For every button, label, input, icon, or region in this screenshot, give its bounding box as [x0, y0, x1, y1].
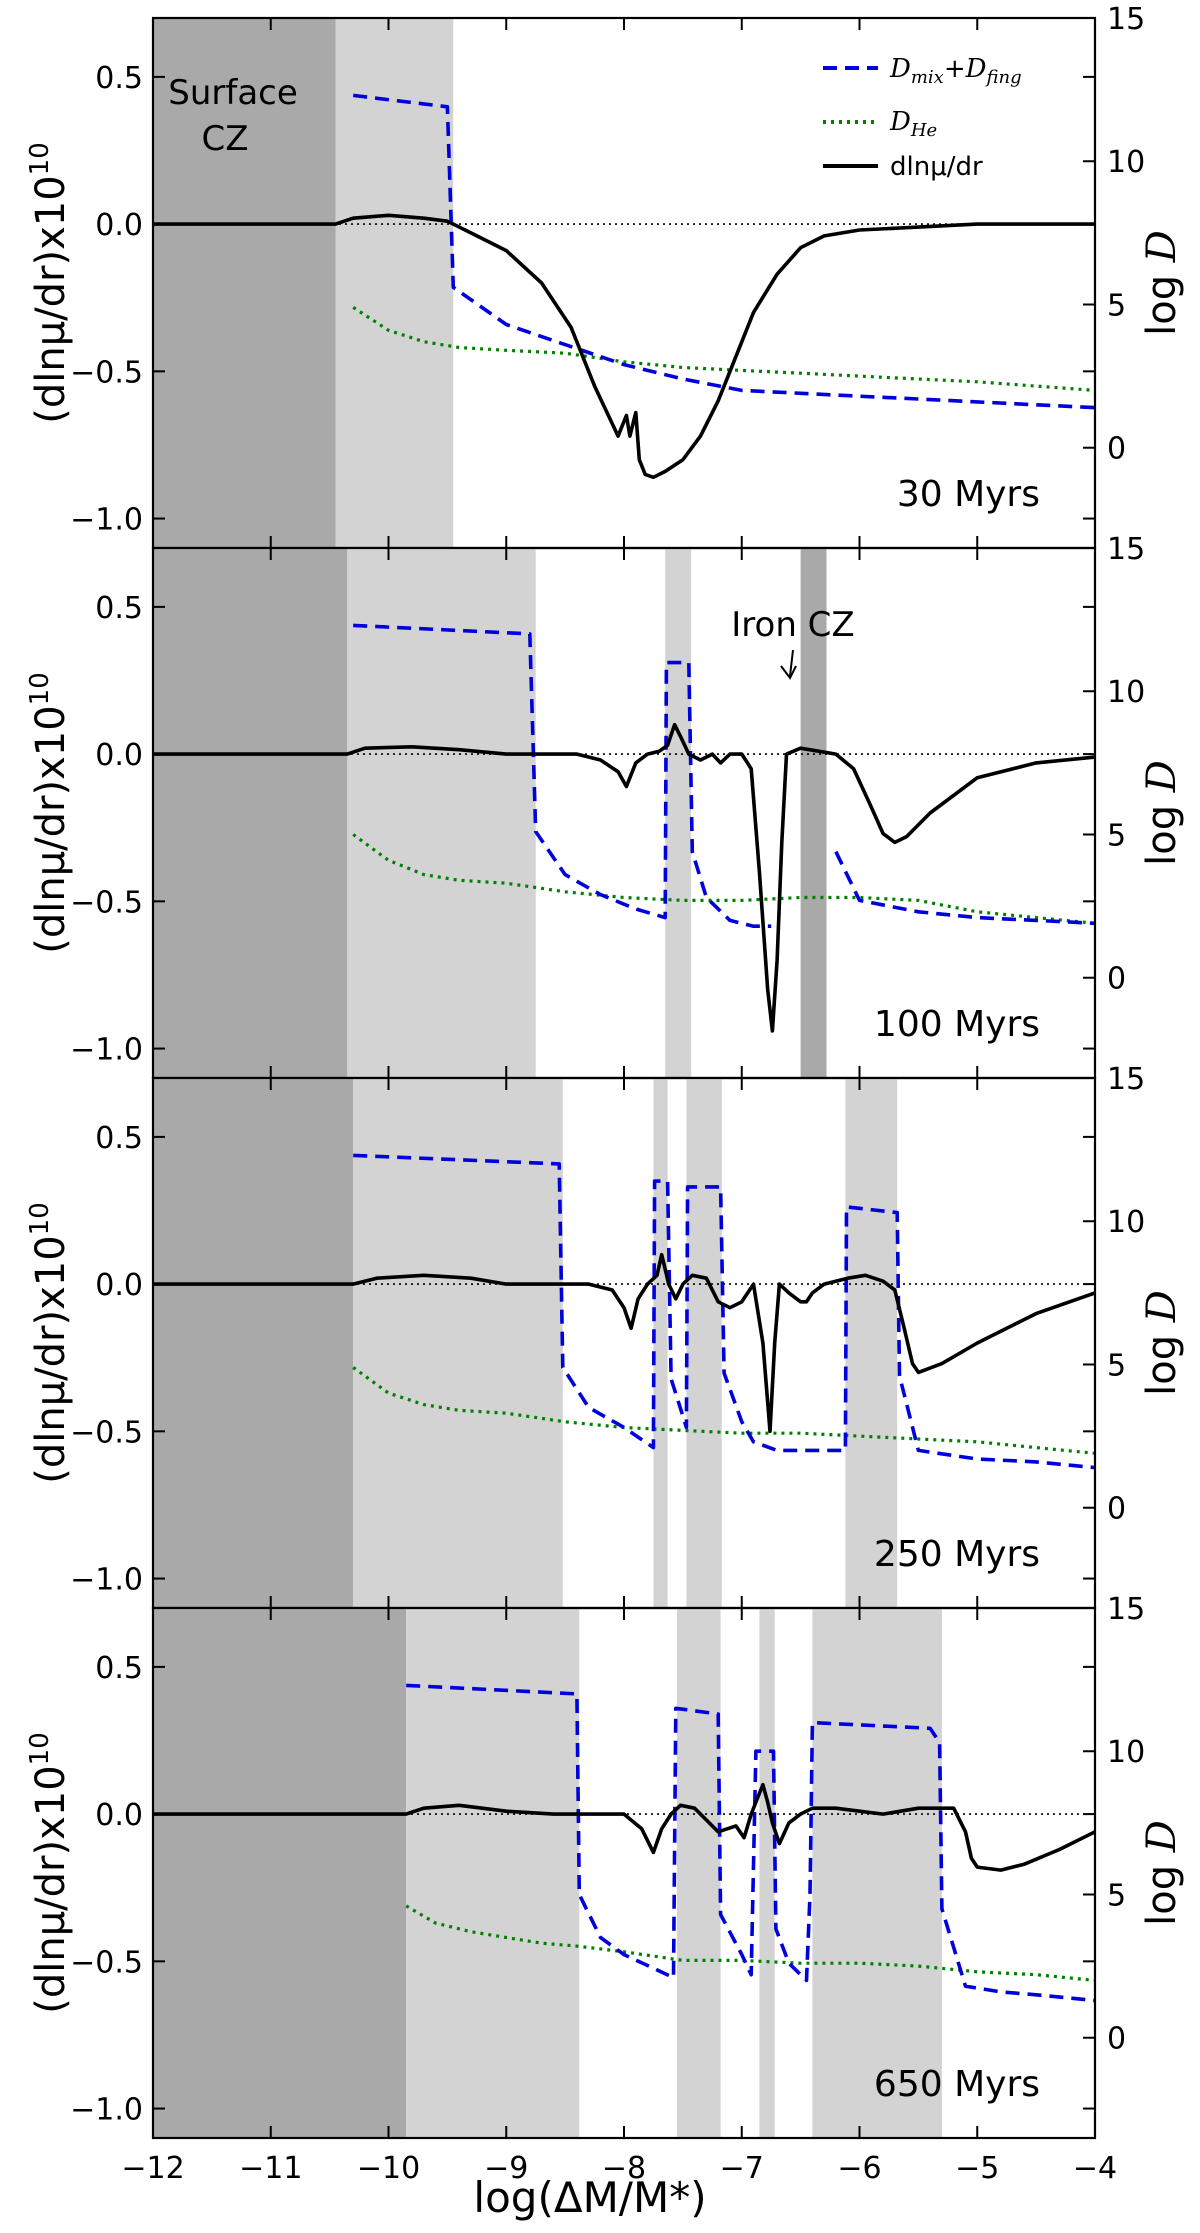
right-axis-label: log D [1139, 230, 1185, 336]
series-d-mix-d-fing [352, 93, 1096, 410]
mixing-zone-3 [653, 1078, 668, 1608]
right-tick-label: 10 [1107, 1735, 1145, 1770]
iron-cz-arrow [789, 649, 794, 677]
x-tick-label: −4 [1073, 2151, 1117, 2186]
legend-mu-label: dlnμ/dr [890, 152, 983, 182]
left-tick-label: −1.0 [70, 503, 143, 538]
left-tick-label: −0.5 [70, 355, 143, 390]
mixing-zone-3 [665, 548, 692, 1078]
left-tick-label: −1.0 [70, 2093, 143, 2128]
right-axis-label: log D [1139, 1290, 1185, 1396]
panel-4: −1.0 −0.5 0.0 0.5 0 5 10 15 −12 −11 −10 −9 −8 −7 −6 −5 −… [25, 1592, 1185, 2186]
left-tick-label: −0.5 [70, 1415, 143, 1450]
left-tick-label: 0.0 [95, 1268, 143, 1303]
mixing-zone-4 [759, 1608, 775, 2138]
left-axis-label: (dlnμ/dr)x1010 [25, 672, 74, 954]
legend: Dmix+Dfing DHe dlnμ/dr [823, 54, 1022, 182]
x-axis-label: log(ΔM/M*) [473, 2173, 706, 2222]
right-tick-label: 15 [1107, 1062, 1145, 1097]
series-dln-dr [153, 213, 1095, 480]
x-tick-label: −7 [720, 2151, 764, 2186]
left-axis-label: (dlnμ/dr)x1010 [25, 1732, 74, 2014]
x-tick-label: −12 [121, 2151, 184, 2186]
right-tick-label: 5 [1107, 818, 1126, 853]
right-axis-label: log D [1139, 1820, 1185, 1926]
right-tick-label: 15 [1107, 2, 1145, 37]
surface-cz-annotation: Surface CZ [168, 73, 298, 159]
right-tick-label: 10 [1107, 675, 1145, 710]
series-d-he [352, 833, 1096, 925]
left-tick-label: 0.5 [95, 61, 143, 96]
surface-cz-label-line2: CZ [201, 119, 248, 159]
left-axis-label: (dlnμ/dr)x1010 [25, 142, 74, 424]
panel-1: −1.0 −0.5 0.0 0.5 0 5 10 15 30 Myrs (dlnμ/dr)x101… [25, 2, 1185, 550]
surface-zone-1 [153, 18, 336, 548]
mixing-zone-5 [845, 1078, 898, 1608]
right-tick-label: 15 [1107, 532, 1145, 567]
surface-zone-1 [153, 548, 348, 1078]
series-dln-dr [153, 722, 1096, 1033]
left-tick-label: 0.0 [95, 1798, 143, 1833]
mixing-zone-2 [347, 548, 536, 1078]
mixing-zone-2 [353, 1078, 563, 1608]
left-tick-label: −0.5 [70, 1945, 143, 1980]
right-tick-label: 0 [1107, 432, 1126, 467]
left-axis-label: (dlnμ/dr)x1010 [25, 1202, 74, 1484]
right-axis-label: log D [1139, 760, 1185, 866]
left-tick-label: −0.5 [70, 885, 143, 920]
x-tick-label: −9 [484, 2151, 528, 2186]
surface-zone-1 [153, 1608, 407, 2138]
age-label: 100 Myrs [874, 1004, 1040, 1045]
series-d-he [352, 306, 1096, 392]
series-d-mix-d-fing [353, 623, 1096, 928]
left-tick-label: −1.0 [70, 1033, 143, 1068]
left-tick-label: 0.5 [95, 591, 143, 626]
panel-3: −1.0 −0.5 0.0 0.5 0 5 10 15 250 Myrs (dlnμ/dr)x10… [25, 1062, 1185, 1610]
legend-dhe-label: DHe [889, 107, 937, 141]
mixing-zone-5 [812, 1608, 942, 2138]
right-tick-label: 10 [1107, 145, 1145, 180]
mixing-zone-4 [686, 1078, 722, 1608]
age-label: 650 Myrs [874, 2064, 1040, 2105]
x-tick-label: −5 [955, 2151, 999, 2186]
x-tick-label: −10 [357, 2151, 420, 2186]
right-tick-label: 5 [1107, 288, 1126, 323]
series-d-mix-d-fing [353, 1153, 1096, 1470]
age-label: 30 Myrs [897, 474, 1040, 515]
age-label: 250 Myrs [874, 1534, 1040, 1575]
right-tick-label: 0 [1107, 1492, 1126, 1527]
right-tick-label: 0 [1107, 962, 1126, 997]
right-tick-label: 5 [1107, 1878, 1126, 1913]
series-dln-dr [153, 1782, 1096, 1872]
x-tick-label: −8 [602, 2151, 646, 2186]
series-dln-dr [153, 1252, 1096, 1434]
series-d-he [352, 1366, 1096, 1455]
left-tick-label: 0.0 [95, 738, 143, 773]
left-tick-label: 0.5 [95, 1651, 143, 1686]
mixing-zone-2 [335, 18, 454, 548]
left-tick-label: −1.0 [70, 1563, 143, 1598]
series-d-mix-d-fing [406, 1683, 1096, 2003]
panel-2: −1.0 −0.5 0.0 0.5 0 5 10 15 100 Myrs (dlnμ/dr)x10… [25, 532, 1185, 1080]
series-d-he [405, 1904, 1096, 1982]
iron-cz-label: Iron CZ [731, 605, 854, 645]
right-tick-label: 10 [1107, 1205, 1145, 1240]
surface-zone-1 [153, 1078, 354, 1608]
right-tick-label: 5 [1107, 1348, 1126, 1383]
iron-cz-arrowhead [780, 665, 797, 680]
left-tick-label: 0.0 [95, 208, 143, 243]
legend-dmix-label: Dmix+Dfing [889, 54, 1022, 88]
x-tick-label: −6 [837, 2151, 881, 2186]
x-tick-label: −11 [239, 2151, 302, 2186]
mixing-zone-3 [676, 1608, 721, 2138]
right-tick-label: 15 [1107, 1592, 1145, 1627]
mixing-zone-2 [406, 1608, 580, 2138]
iron-cz-annotation: Iron CZ [731, 605, 855, 680]
right-tick-label: 0 [1107, 2022, 1126, 2057]
surface-cz-label-line1: Surface [168, 73, 298, 113]
left-tick-label: 0.5 [95, 1121, 143, 1156]
iron-zone-4 [800, 548, 827, 1078]
